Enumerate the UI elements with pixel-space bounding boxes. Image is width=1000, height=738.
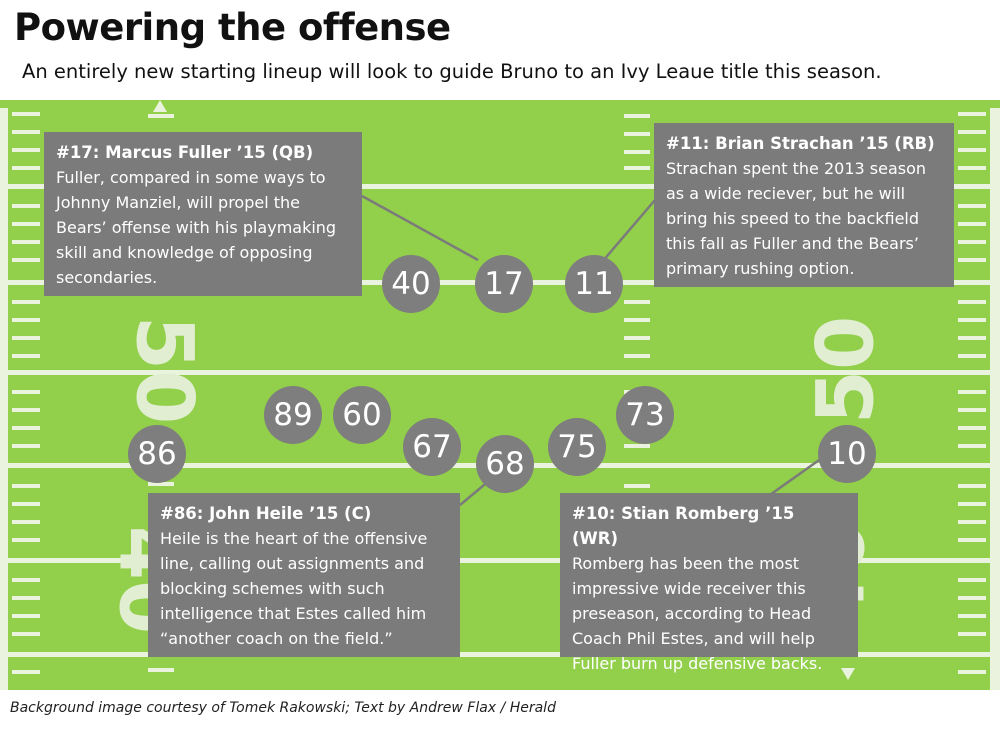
arrow-down-icon xyxy=(841,668,855,680)
card-fuller-line: Fuller, compared in some ways to xyxy=(56,168,326,187)
card-heile-heading: #86: John Heile ’15 (C) xyxy=(160,504,372,523)
card-strachan-line: as a wide reciever, but he will xyxy=(666,184,906,203)
card-fuller: #17: Marcus Fuller ’15 (QB) Fuller, comp… xyxy=(44,132,362,296)
player-11: 11 xyxy=(565,255,623,313)
card-romberg-line: Fuller burn up defensive backs. xyxy=(572,654,823,673)
card-heile: #86: John Heile ’15 (C) Heile is the hea… xyxy=(148,493,460,657)
player-73: 73 xyxy=(616,386,674,444)
card-romberg: #10: Stian Romberg ’15 (WR) Romberg has … xyxy=(560,493,858,673)
page-subtitle: An entirely new starting lineup will loo… xyxy=(22,60,882,83)
card-romberg-line: impressive wide receiver this xyxy=(572,579,806,598)
player-89: 89 xyxy=(264,386,322,444)
player-40: 40 xyxy=(382,255,440,313)
card-strachan-line: bring his speed to the backfield xyxy=(666,209,920,228)
right-hash-marks xyxy=(958,108,1000,690)
card-heile-line: “another coach on the field.” xyxy=(160,629,393,648)
yard-number-left: 50 xyxy=(119,316,209,425)
card-heile-line: line, calling out assignments and xyxy=(160,554,425,573)
card-fuller-line: secondaries. xyxy=(56,268,158,287)
card-fuller-heading: #17: Marcus Fuller ’15 (QB) xyxy=(56,143,314,162)
player-67: 67 xyxy=(403,418,461,476)
card-romberg-line: Coach Phil Estes, and will help xyxy=(572,629,815,648)
card-strachan-line: this fall as Fuller and the Bears’ xyxy=(666,234,919,253)
left-hash-marks xyxy=(0,108,40,690)
player-86: 86 xyxy=(128,425,186,483)
card-heile-line: blocking schemes with such xyxy=(160,579,385,598)
card-romberg-line: Romberg has been the most xyxy=(572,554,800,573)
card-fuller-line: skill and knowledge of opposing xyxy=(56,243,313,262)
card-romberg-heading: #10: Stian Romberg ’15 (WR) xyxy=(572,504,795,548)
card-heile-line: intelligence that Estes called him xyxy=(160,604,427,623)
card-heile-line: Heile is the heart of the offensive xyxy=(160,529,428,548)
card-strachan-line: Strachan spent the 2013 season xyxy=(666,159,927,178)
player-68: 68 xyxy=(476,435,534,493)
card-romberg-line: preseason, according to Head xyxy=(572,604,812,623)
yard-number-right: 50 xyxy=(801,316,891,425)
card-fuller-line: Johnny Manziel, will propel the xyxy=(56,193,301,212)
card-strachan-heading: #11: Brian Strachan ’15 (RB) xyxy=(666,134,935,153)
card-strachan: #11: Brian Strachan ’15 (RB) Strachan sp… xyxy=(654,123,954,287)
card-strachan-line: primary rushing option. xyxy=(666,259,855,278)
player-60: 60 xyxy=(333,386,391,444)
player-17: 17 xyxy=(475,255,533,313)
player-75: 75 xyxy=(548,418,606,476)
card-fuller-line: Bears’ offense with his playmaking xyxy=(56,218,337,237)
image-credit: Background image courtesy of Tomek Rakow… xyxy=(10,700,556,716)
page-title: Powering the offense xyxy=(14,6,451,49)
arrow-up-icon xyxy=(153,100,167,112)
player-10: 10 xyxy=(818,425,876,483)
